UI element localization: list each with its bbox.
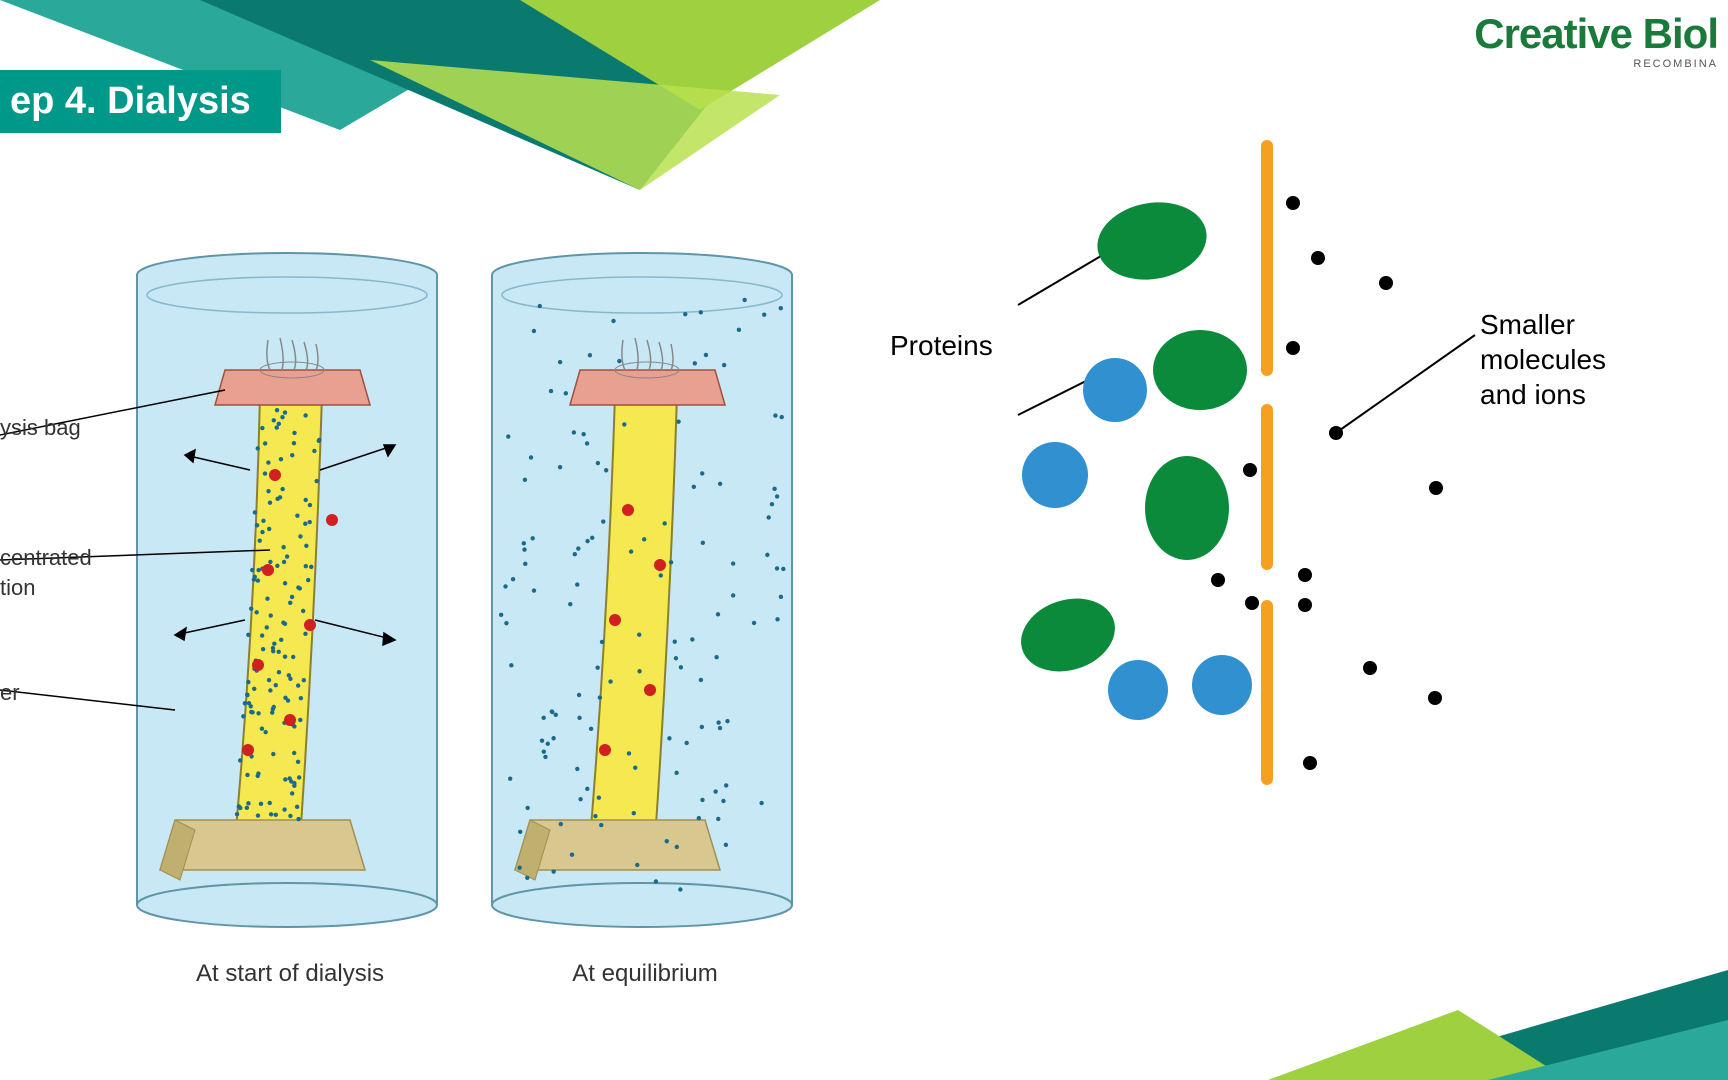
beaker-equilibrium <box>492 253 792 927</box>
logo-main: Creative Biol <box>1474 10 1718 58</box>
caption-start: At start of dialysis <box>140 960 440 988</box>
beaker-start <box>137 253 437 927</box>
label-dialysis-bag: ysis bag <box>0 415 81 441</box>
dialysis-beakers-diagram <box>0 220 900 1020</box>
logo: Creative Biol RECOMBINA <box>1474 10 1718 70</box>
decor-triangles-bottom <box>1228 960 1728 1080</box>
logo-sub: RECOMBINA <box>1474 58 1718 70</box>
label-concentrated-1: centrated <box>0 545 92 571</box>
caption-equilibrium: At equilibrium <box>495 960 795 988</box>
label-proteins: Proteins <box>890 330 993 362</box>
slide-title: ep 4. Dialysis <box>0 70 281 133</box>
label-concentrated-2: tion <box>0 575 35 601</box>
label-buffer: er <box>0 680 20 706</box>
label-small-molecules: Smaller molecules and ions <box>1480 307 1606 412</box>
